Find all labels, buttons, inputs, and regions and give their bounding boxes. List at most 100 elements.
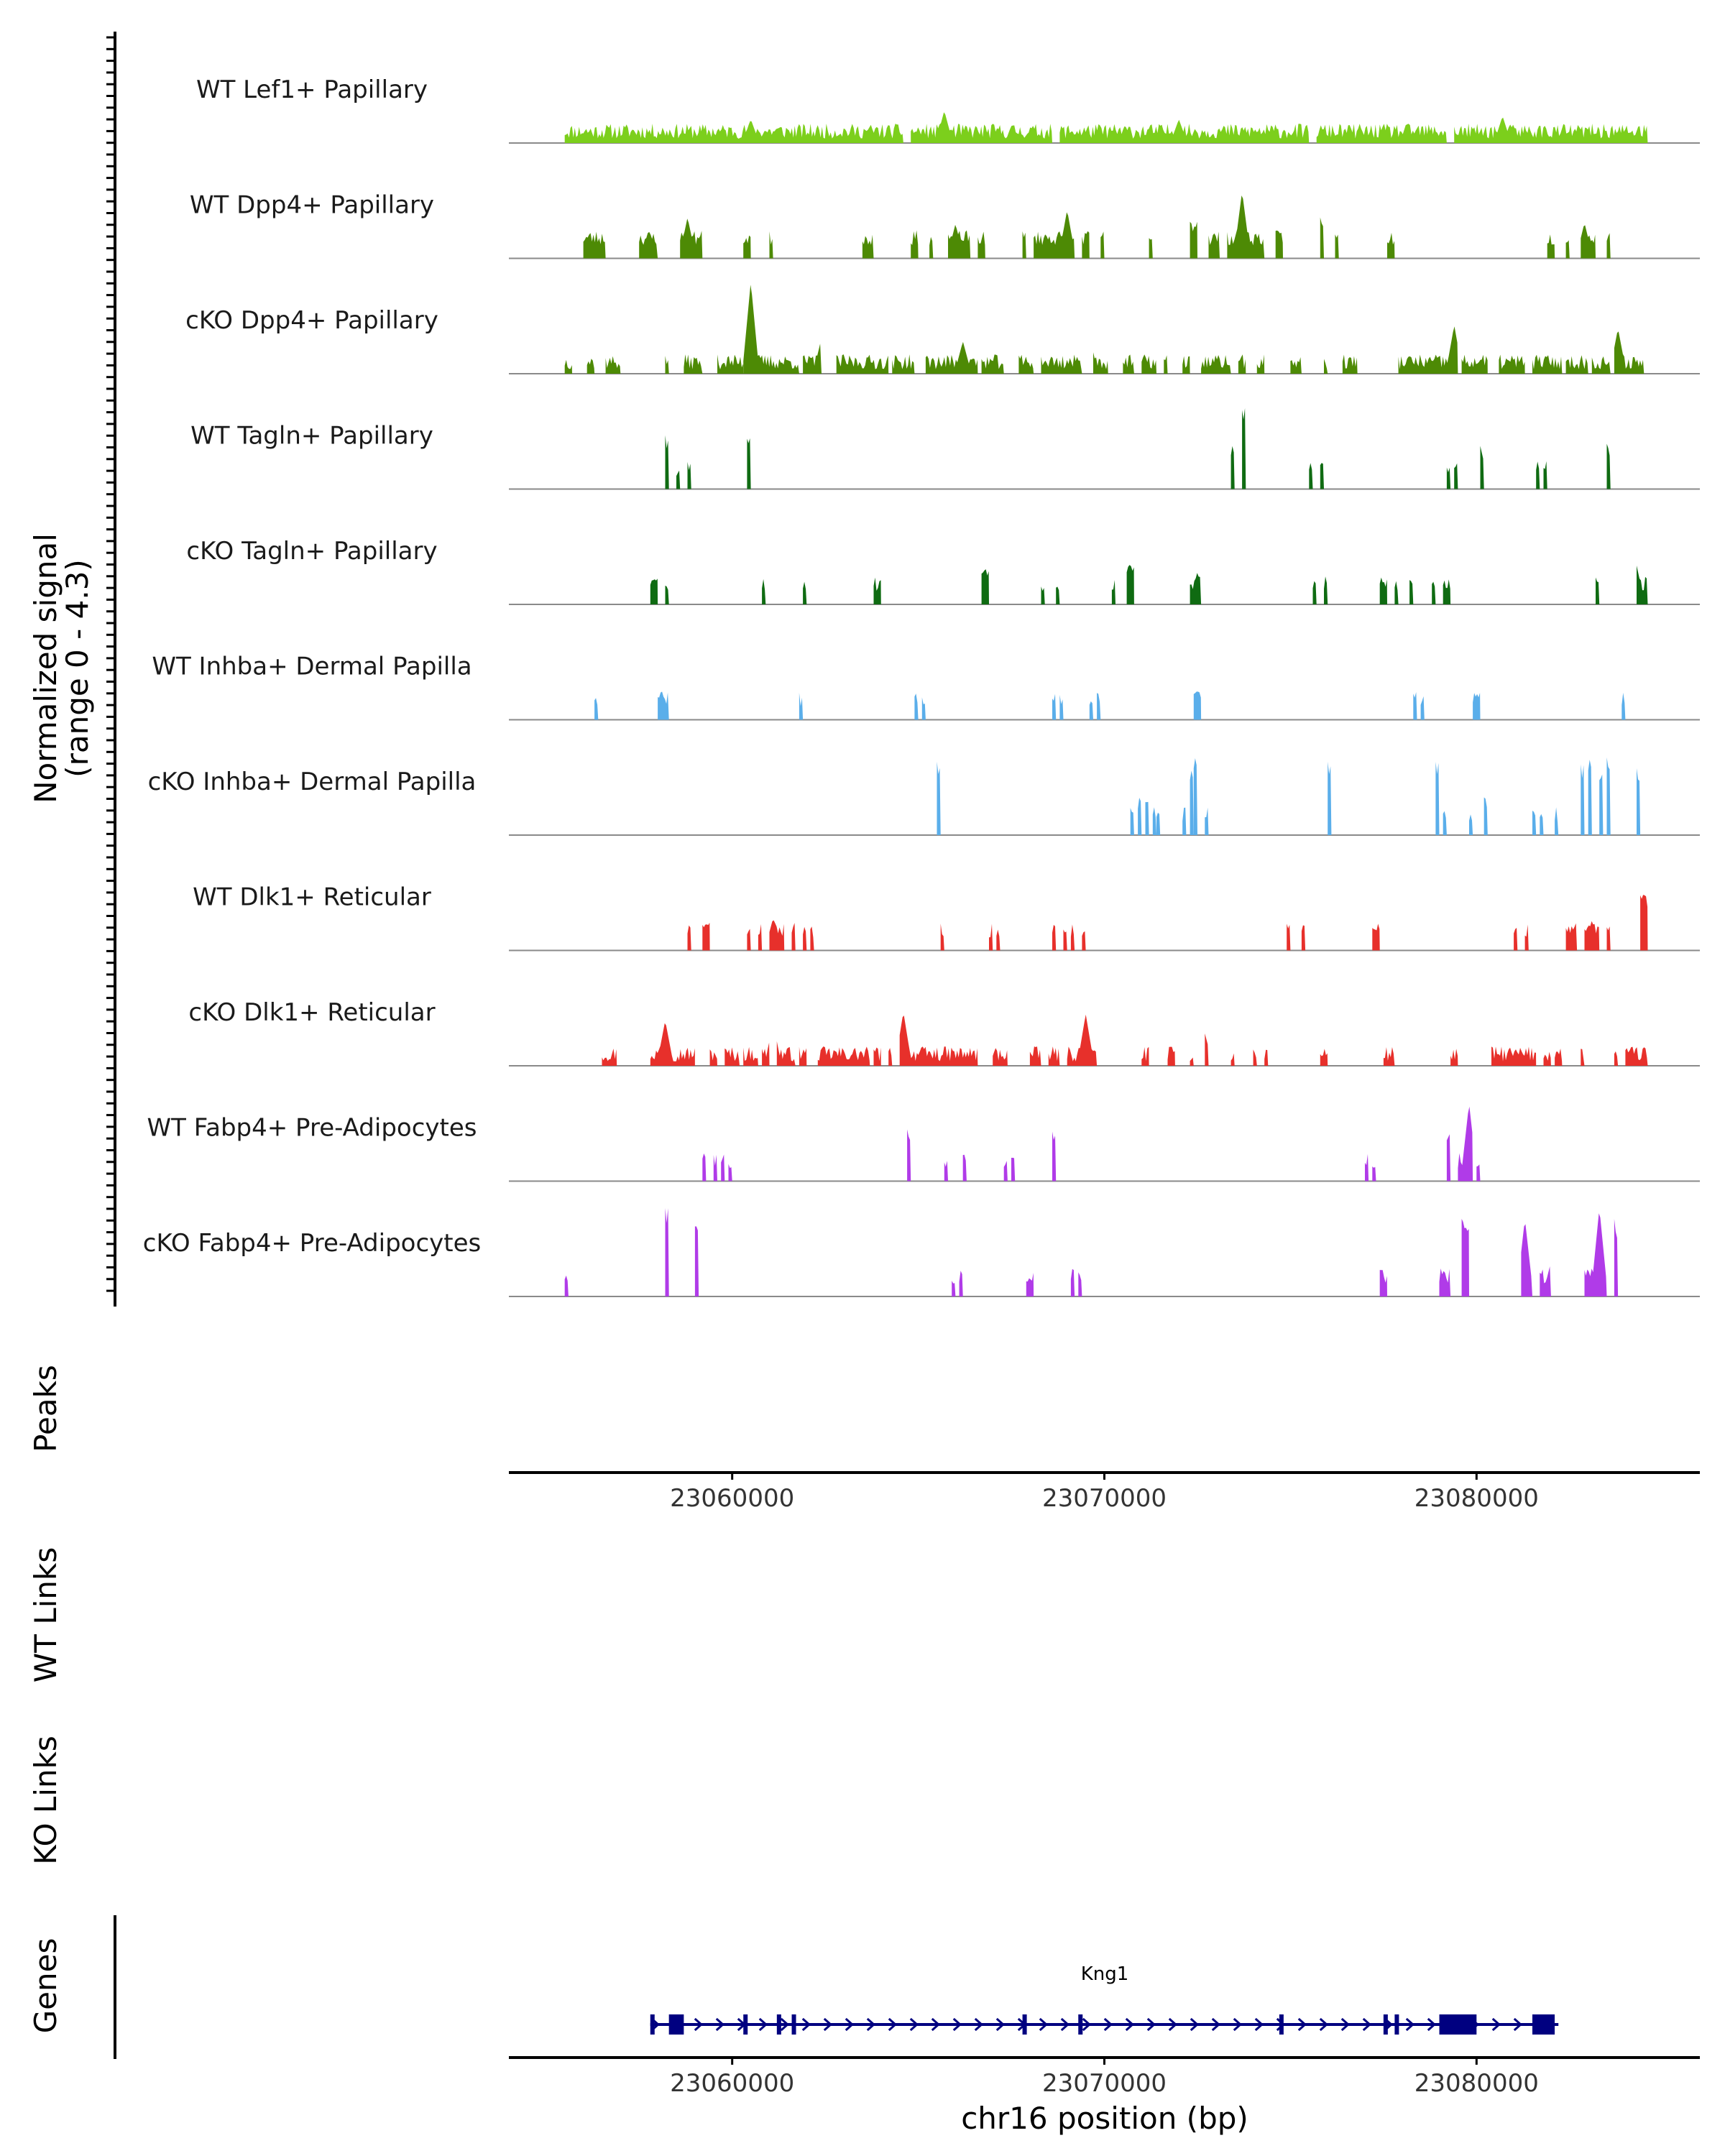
coverage-region (911, 230, 919, 259)
coverage-region (1201, 355, 1231, 374)
coverage-region (1614, 1051, 1619, 1066)
peaks-panel: Peaks 23060000 23070000 23080000 (28, 1365, 1700, 1513)
coverage-region (1230, 446, 1235, 489)
track-label: WT Dlk1+ Reticular (193, 883, 431, 912)
coverage-region (1056, 586, 1060, 604)
coverage-region (1022, 231, 1026, 259)
strand-arrow (1060, 2017, 1070, 2032)
strand-arrow (1254, 2017, 1264, 2032)
strand-arrow (1082, 2017, 1092, 2032)
coverage-region (1543, 1051, 1551, 1066)
coverage-region (1242, 408, 1246, 489)
coverage-region (1141, 1046, 1149, 1066)
strand-arrow (758, 2017, 768, 2032)
coverage-region (1208, 231, 1220, 259)
coverage-region (911, 112, 1052, 143)
coverage-region (1048, 1046, 1060, 1066)
coverage-region (1379, 1270, 1387, 1296)
coverage-region (728, 1164, 732, 1181)
track-label: WT Dpp4+ Papillary (190, 191, 434, 220)
coverage-region (1461, 1219, 1469, 1296)
coverage-region (676, 470, 681, 489)
coverage-region (1372, 1166, 1376, 1181)
x-tick-label: 23060000 (670, 2069, 794, 2098)
coverage-region (1640, 895, 1648, 951)
coverage-region (959, 1271, 963, 1296)
exon (1078, 2014, 1083, 2035)
strand-arrow (952, 2017, 962, 2032)
coverage-region (810, 926, 814, 951)
exon (1279, 2014, 1284, 2035)
x-tick-label: 23070000 (1042, 2069, 1167, 2098)
coverage-region (1301, 925, 1306, 951)
coverage-region (1584, 921, 1600, 951)
coverage-region (937, 762, 941, 835)
exon (776, 2014, 781, 2035)
signal-axis-ticks (106, 36, 115, 1292)
coverage-region (1193, 691, 1202, 720)
exon (668, 2014, 684, 2035)
coverage-track: WT Dlk1+ Reticular (193, 883, 1700, 952)
wt-links-label: WT Links (28, 1547, 63, 1682)
strand-arrow (1319, 2017, 1329, 2032)
coverage-region (1614, 331, 1644, 374)
coverage-region (1152, 807, 1156, 835)
coverage-region (1606, 926, 1611, 951)
coverage-region (1182, 807, 1187, 835)
strand-arrow (801, 2017, 811, 2032)
coverage-region (1443, 811, 1447, 835)
coverage-region (873, 1047, 881, 1066)
track-label: cKO Tagln+ Papillary (186, 537, 437, 566)
coverage-region (1454, 117, 1648, 143)
coverage-region (1581, 764, 1585, 835)
strand-arrow (1039, 2017, 1049, 2032)
x-tick-label: 23070000 (1042, 1484, 1167, 1513)
coverage-region (650, 579, 658, 604)
coverage-region (1138, 798, 1142, 835)
coverage-region (724, 1047, 740, 1066)
coverage-region (1097, 693, 1101, 720)
coverage-region (899, 1015, 978, 1066)
coverage-region (799, 692, 804, 720)
coverage-region (1622, 692, 1626, 720)
exon (1383, 2014, 1388, 2035)
coverage-region (1365, 1153, 1369, 1181)
coverage-region (564, 121, 903, 143)
coverage-region (1625, 1046, 1648, 1066)
coverage-region (658, 691, 669, 720)
coverage-region (1082, 931, 1086, 951)
coverage-region (929, 236, 934, 259)
strand-arrow (1427, 2017, 1437, 2032)
coverage-region (873, 577, 881, 604)
coverage-region (1543, 461, 1547, 489)
wt-links-panel: WT Links (28, 1547, 63, 1682)
coverage-region (989, 923, 993, 951)
coverage-region (1450, 1049, 1458, 1066)
coverage-region (862, 234, 874, 259)
coverage-region (799, 1046, 807, 1066)
coverage-region (1230, 1053, 1235, 1066)
strand-arrow (888, 2017, 898, 2032)
coverage-region (1606, 443, 1611, 489)
strand-arrow (931, 2017, 941, 2032)
strand-arrow (1362, 2017, 1372, 2032)
coverage-track: cKO Inhba+ Dermal Papilla (148, 757, 1700, 836)
strand-arrow (1211, 2017, 1221, 2032)
coverage-region (684, 354, 703, 374)
coverage-region (1123, 354, 1134, 374)
coverage-region (1394, 581, 1399, 604)
coverage-region (1532, 811, 1537, 835)
coverage-region (1335, 234, 1339, 259)
track-label: cKO Dlk1+ Reticular (188, 998, 435, 1027)
coverage-region (1461, 354, 1488, 374)
track-label: cKO Fabp4+ Pre-Adipocytes (143, 1229, 482, 1258)
coverage-region (747, 929, 751, 951)
coverage-region (743, 285, 799, 374)
strand-arrow (995, 2017, 1006, 2032)
coverage-region (952, 1281, 956, 1296)
coverage-region (1041, 586, 1045, 604)
signal-axis-title-line-1: Normalized signal (28, 533, 63, 803)
coverage-region (1480, 446, 1484, 489)
genes-label: Genes (28, 1938, 63, 2034)
coverage-region (1182, 356, 1190, 374)
